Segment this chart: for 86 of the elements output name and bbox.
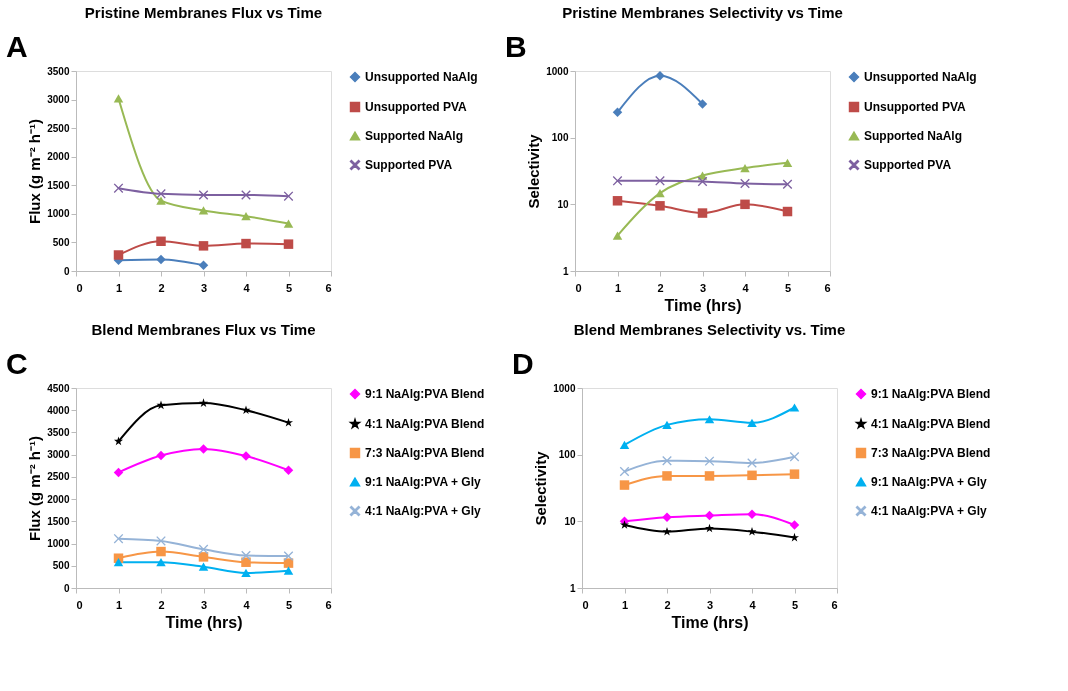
x-axis-title: Time (hrs) bbox=[664, 296, 742, 314]
legend-label: 9:1 NaAlg:PVA Blend bbox=[365, 387, 485, 401]
y-tick-label: 4500 bbox=[47, 382, 70, 394]
x-tick-label: 2 bbox=[664, 598, 671, 611]
x-tick-label: 5 bbox=[285, 281, 293, 294]
x-tick-label: 5 bbox=[285, 598, 293, 611]
y-tick-label: 100 bbox=[558, 449, 576, 461]
y-tick-label: 10 bbox=[557, 198, 569, 210]
x-tick-label: 3 bbox=[706, 598, 714, 611]
y-axis-title: Selectivity bbox=[532, 450, 550, 526]
legend-label: Unsupported NaAlg bbox=[365, 70, 478, 84]
legend-label: 4:1 NaAlg:PVA Blend bbox=[871, 417, 991, 431]
x-tick-label: 6 bbox=[831, 598, 838, 611]
x-tick-label: 4 bbox=[742, 281, 750, 294]
y-tick-label: 4000 bbox=[47, 404, 70, 416]
y-tick-label: 1000 bbox=[47, 208, 70, 220]
x-tick-label: 2 bbox=[158, 281, 165, 294]
x-tick-label: 5 bbox=[784, 281, 792, 294]
y-tick-label: 0 bbox=[63, 582, 70, 594]
legend-label: Supported NaAlg bbox=[864, 129, 962, 143]
legend-label: 7:3 NaAlg:PVA Blend bbox=[871, 446, 991, 460]
y-tick-label: 2500 bbox=[47, 471, 70, 483]
legend-label: 4:1 NaAlg:PVA Blend bbox=[365, 417, 485, 431]
legend-label: Supported NaAlg bbox=[365, 129, 463, 143]
chart-title: Blend Membranes Flux vs Time bbox=[91, 321, 316, 338]
y-tick-label: 1000 bbox=[553, 382, 576, 394]
y-tick-label: 0 bbox=[63, 265, 70, 277]
y-tick-label: 1000 bbox=[47, 538, 70, 550]
y-tick-label: 100 bbox=[551, 132, 569, 144]
y-tick-label: 500 bbox=[52, 236, 70, 248]
chart-title: Pristine Membranes Selectivity vs Time bbox=[562, 4, 843, 21]
y-tick-label: 1500 bbox=[47, 515, 70, 527]
x-axis-title: Time (hrs) bbox=[671, 613, 749, 631]
x-tick-label: 1 bbox=[614, 281, 622, 294]
legend-label: 4:1 NaAlg:PVA + Gly bbox=[365, 504, 482, 518]
x-tick-label: 3 bbox=[200, 281, 208, 294]
legend-label: 9:1 NaAlg:PVA + Gly bbox=[871, 475, 988, 489]
y-axis-title: Selectivity bbox=[525, 133, 543, 209]
y-tick-label: 3500 bbox=[47, 65, 70, 77]
text: D bbox=[512, 347, 534, 380]
x-tick-label: 6 bbox=[325, 281, 332, 294]
y-tick-label: 500 bbox=[52, 560, 70, 572]
x-tick-label: 2 bbox=[158, 598, 165, 611]
text: C bbox=[6, 347, 28, 380]
x-tick-label: 0 bbox=[76, 281, 83, 294]
y-tick-label: 3000 bbox=[47, 449, 70, 461]
x-tick-label: 3 bbox=[200, 598, 208, 611]
text: A bbox=[6, 30, 28, 63]
legend-label: 9:1 NaAlg:PVA Blend bbox=[871, 387, 991, 401]
y-axis-title: Flux (g m⁻² h⁻¹) bbox=[26, 436, 44, 541]
y-tick-label: 2000 bbox=[47, 151, 70, 163]
x-axis-title: Time (hrs) bbox=[165, 613, 243, 631]
y-tick-label: 3000 bbox=[47, 94, 70, 106]
legend-label: Unsupported PVA bbox=[864, 100, 967, 114]
x-tick-label: 0 bbox=[582, 598, 589, 611]
text: B bbox=[505, 30, 527, 63]
legend-label: Unsupported NaAlg bbox=[864, 70, 977, 84]
y-tick-label: 1 bbox=[569, 582, 576, 594]
legend-label: 9:1 NaAlg:PVA + Gly bbox=[365, 475, 482, 489]
x-tick-label: 1 bbox=[621, 598, 629, 611]
chart-title: Pristine Membranes Flux vs Time bbox=[84, 4, 323, 21]
x-tick-label: 4 bbox=[243, 281, 251, 294]
x-tick-label: 2 bbox=[657, 281, 664, 294]
x-tick-label: 3 bbox=[699, 281, 707, 294]
x-tick-label: 6 bbox=[325, 598, 332, 611]
y-tick-label: 10 bbox=[564, 515, 576, 527]
x-tick-label: 5 bbox=[791, 598, 799, 611]
chart-title: Blend Membranes Selectivity vs. Time bbox=[573, 321, 846, 338]
legend-label: Supported PVA bbox=[365, 158, 453, 172]
legend-label: 7:3 NaAlg:PVA Blend bbox=[365, 446, 485, 460]
y-tick-label: 3500 bbox=[47, 426, 70, 438]
x-tick-label: 0 bbox=[76, 598, 83, 611]
x-tick-label: 1 bbox=[115, 281, 123, 294]
y-axis-title: Flux (g m⁻² h⁻¹) bbox=[26, 119, 44, 224]
legend-label: Unsupported PVA bbox=[365, 100, 468, 114]
y-tick-label: 1500 bbox=[47, 179, 70, 191]
x-tick-label: 4 bbox=[749, 598, 757, 611]
y-tick-label: 2000 bbox=[47, 493, 70, 505]
legend-label: Supported PVA bbox=[864, 158, 952, 172]
x-tick-label: 6 bbox=[824, 281, 831, 294]
y-tick-label: 1000 bbox=[546, 65, 569, 77]
y-tick-label: 1 bbox=[562, 265, 569, 277]
x-tick-label: 4 bbox=[243, 598, 251, 611]
y-tick-label: 2500 bbox=[47, 122, 70, 134]
legend-label: 4:1 NaAlg:PVA + Gly bbox=[871, 504, 988, 518]
x-tick-label: 1 bbox=[115, 598, 123, 611]
